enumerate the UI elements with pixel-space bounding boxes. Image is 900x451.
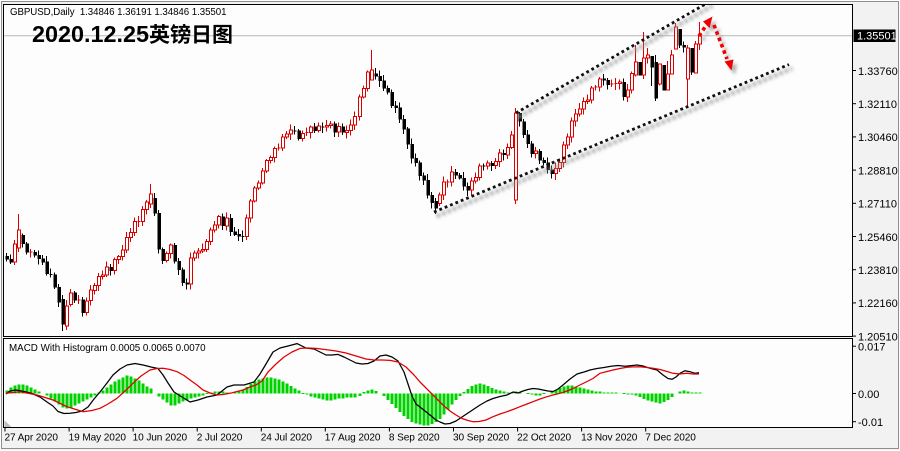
svg-text:2 Jul 2020: 2 Jul 2020 xyxy=(197,433,243,444)
svg-text:0.00: 0.00 xyxy=(858,389,879,401)
svg-text:7 Dec 2020: 7 Dec 2020 xyxy=(645,433,696,444)
svg-text:1.35501: 1.35501 xyxy=(857,31,897,43)
svg-text:19 May 2020: 19 May 2020 xyxy=(69,433,127,444)
svg-text:1.33760: 1.33760 xyxy=(858,66,898,78)
svg-text:17 Aug 2020: 17 Aug 2020 xyxy=(325,433,381,444)
svg-text:0.017: 0.017 xyxy=(858,342,886,354)
svg-text:1.32110: 1.32110 xyxy=(858,99,897,111)
svg-text:1.23810: 1.23810 xyxy=(858,265,898,277)
svg-text:1.20510: 1.20510 xyxy=(858,331,898,343)
svg-text:24 Jul 2020: 24 Jul 2020 xyxy=(261,433,313,444)
svg-text:MACD With Histogram 0.0005 0.0: MACD With Histogram 0.0005 0.0065 0.0070 xyxy=(9,343,206,354)
svg-text:2020.12.25: 2020.12.25 xyxy=(32,21,149,47)
svg-text:27 Apr 2020: 27 Apr 2020 xyxy=(5,433,59,444)
svg-text:1.27110: 1.27110 xyxy=(858,199,897,211)
svg-text:10 Jun 2020: 10 Jun 2020 xyxy=(133,433,188,444)
svg-text:8 Sep 2020: 8 Sep 2020 xyxy=(389,433,440,444)
svg-text:1.25460: 1.25460 xyxy=(858,232,898,244)
svg-text:GBPUSD,Daily 1.34846 1.36191: GBPUSD,Daily 1.34846 1.36191 1.34846 1.3… xyxy=(10,7,226,18)
svg-text:13 Nov 2020: 13 Nov 2020 xyxy=(581,433,638,444)
svg-text:22 Oct 2020: 22 Oct 2020 xyxy=(517,433,571,444)
svg-text:1.30460: 1.30460 xyxy=(858,132,898,144)
svg-text:1.22160: 1.22160 xyxy=(858,298,898,310)
svg-text:-0.01: -0.01 xyxy=(858,417,883,429)
svg-text:30 Sep 2020: 30 Sep 2020 xyxy=(453,433,510,444)
svg-text:1.28810: 1.28810 xyxy=(858,165,898,177)
